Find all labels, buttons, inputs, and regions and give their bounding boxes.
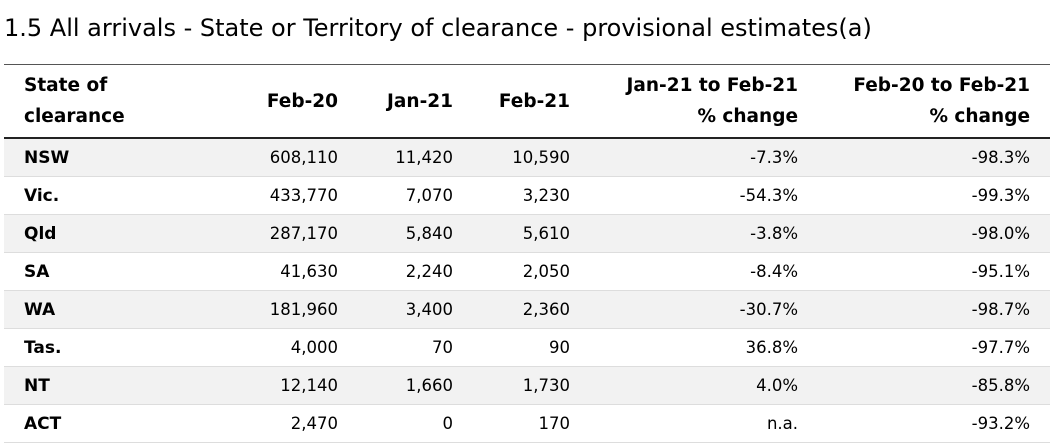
cell-jan21-feb21-change: -7.3% — [590, 138, 818, 177]
cell-jan21: 70 — [358, 328, 473, 367]
cell-feb20-feb21-change: -98.0% — [818, 214, 1050, 253]
cell-jan21-feb21-change: -54.3% — [590, 176, 818, 215]
column-header-jan21: Jan-21 — [358, 64, 473, 139]
cell-jan21: 2,240 — [358, 252, 473, 291]
cell-feb21: 5,610 — [473, 214, 590, 253]
arrivals-table: State of clearance Feb-20 Jan-21 Feb-21 … — [4, 64, 1050, 443]
column-header-feb20: Feb-20 — [226, 64, 358, 139]
cell-state: Qld — [4, 214, 226, 253]
column-header-state: State of clearance — [4, 64, 226, 139]
table-row: WA 181,960 3,400 2,360 -30.7% -98.7% — [4, 290, 1050, 329]
table-header-row: State of clearance Feb-20 Jan-21 Feb-21 … — [4, 64, 1050, 139]
cell-feb21: 1,730 — [473, 366, 590, 405]
column-header-feb20-feb21-change-line1: Feb-20 to Feb-21 — [853, 75, 1030, 96]
column-header-feb20-feb21-change-line2: % change — [929, 106, 1030, 127]
cell-feb20-feb21-change: -95.1% — [818, 252, 1050, 291]
cell-jan21: 3,400 — [358, 290, 473, 329]
column-header-jan21-feb21-change-line2: % change — [697, 106, 798, 127]
cell-jan21: 0 — [358, 404, 473, 443]
cell-feb20-feb21-change: -93.2% — [818, 404, 1050, 443]
cell-feb20-feb21-change: -85.8% — [818, 366, 1050, 405]
table-row: NSW 608,110 11,420 10,590 -7.3% -98.3% — [4, 138, 1050, 177]
table-row: Vic. 433,770 7,070 3,230 -54.3% -99.3% — [4, 176, 1050, 215]
cell-state: WA — [4, 290, 226, 329]
cell-jan21: 7,070 — [358, 176, 473, 215]
column-header-feb20-feb21-change: Feb-20 to Feb-21 % change — [818, 64, 1050, 139]
cell-feb20: 181,960 — [226, 290, 358, 329]
cell-feb20: 41,630 — [226, 252, 358, 291]
cell-feb21: 170 — [473, 404, 590, 443]
table-row: Qld 287,170 5,840 5,610 -3.8% -98.0% — [4, 214, 1050, 253]
cell-jan21: 11,420 — [358, 138, 473, 177]
cell-feb21: 2,360 — [473, 290, 590, 329]
column-header-feb21: Feb-21 — [473, 64, 590, 139]
cell-state: NT — [4, 366, 226, 405]
table-body: NSW 608,110 11,420 10,590 -7.3% -98.3% Vic. 433… — [4, 138, 1050, 443]
cell-feb21: 3,230 — [473, 176, 590, 215]
cell-state: Vic. — [4, 176, 226, 215]
table-title: 1.5 All arrivals - State or Territory of… — [4, 14, 872, 42]
cell-jan21-feb21-change: -30.7% — [590, 290, 818, 329]
cell-jan21-feb21-change: 4.0% — [590, 366, 818, 405]
cell-feb21: 90 — [473, 328, 590, 367]
cell-jan21: 5,840 — [358, 214, 473, 253]
table-row: ACT 2,470 0 170 n.a. -93.2% — [4, 404, 1050, 443]
cell-jan21-feb21-change: -8.4% — [590, 252, 818, 291]
cell-feb20: 4,000 — [226, 328, 358, 367]
cell-feb21: 2,050 — [473, 252, 590, 291]
cell-feb20: 608,110 — [226, 138, 358, 177]
cell-jan21-feb21-change: n.a. — [590, 404, 818, 443]
column-header-jan21-feb21-change-line1: Jan-21 to Feb-21 — [626, 75, 799, 96]
cell-feb21: 10,590 — [473, 138, 590, 177]
cell-feb20-feb21-change: -97.7% — [818, 328, 1050, 367]
cell-state: NSW — [4, 138, 226, 177]
cell-feb20-feb21-change: -99.3% — [818, 176, 1050, 215]
cell-jan21-feb21-change: -3.8% — [590, 214, 818, 253]
cell-feb20: 287,170 — [226, 214, 358, 253]
cell-feb20-feb21-change: -98.3% — [818, 138, 1050, 177]
column-header-jan21-feb21-change: Jan-21 to Feb-21 % change — [590, 64, 818, 139]
table-row: NT 12,140 1,660 1,730 4.0% -85.8% — [4, 366, 1050, 405]
cell-state: ACT — [4, 404, 226, 443]
cell-jan21: 1,660 — [358, 366, 473, 405]
table-row: Tas. 4,000 70 90 36.8% -97.7% — [4, 328, 1050, 367]
cell-state: Tas. — [4, 328, 226, 367]
table-row: SA 41,630 2,240 2,050 -8.4% -95.1% — [4, 252, 1050, 291]
cell-jan21-feb21-change: 36.8% — [590, 328, 818, 367]
cell-state: SA — [4, 252, 226, 291]
cell-feb20-feb21-change: -98.7% — [818, 290, 1050, 329]
cell-feb20: 433,770 — [226, 176, 358, 215]
cell-feb20: 12,140 — [226, 366, 358, 405]
cell-feb20: 2,470 — [226, 404, 358, 443]
